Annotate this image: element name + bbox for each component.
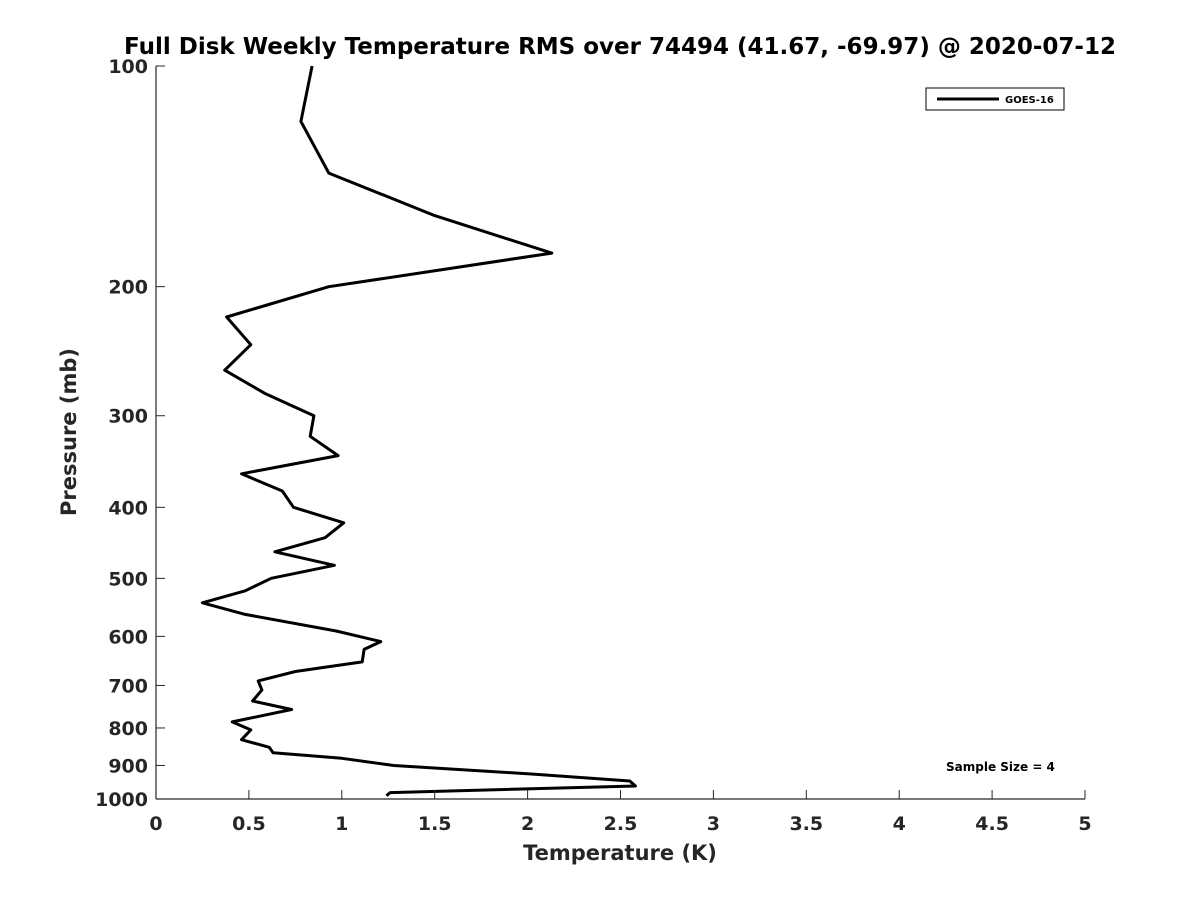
chart-title: Full Disk Weekly Temperature RMS over 74… (124, 34, 1116, 60)
plot-area (200, 65, 637, 797)
series-line-goes-16 (200, 65, 637, 797)
x-tick-label: 1 (335, 813, 348, 835)
y-tick-label: 200 (108, 277, 148, 299)
x-tick-label: 1.5 (418, 813, 452, 835)
x-tick-label: 0.5 (232, 813, 266, 835)
legend-label-goes-16: GOES-16 (1005, 95, 1054, 106)
legend: GOES-16 (925, 87, 1065, 111)
y-tick-label: 100 (108, 56, 148, 78)
sample-size-annotation: Sample Size = 4 (946, 760, 1055, 774)
y-tick-label: 700 (108, 675, 148, 697)
y-tick-label: 900 (108, 755, 148, 777)
y-axis-label: Pressure (mb) (57, 348, 81, 516)
x-axis-label: Temperature (K) (523, 841, 717, 865)
axes: 0 0.5 1 1.5 2 2.5 3 3.5 4 4.5 5 100 200 300 400 500 600 7… (95, 56, 1092, 835)
x-tick-label: 3 (707, 813, 720, 835)
x-tick-label: 2 (521, 813, 534, 835)
y-tick-label: 400 (108, 497, 148, 519)
y-tick-label: 500 (108, 568, 148, 590)
x-tick-label: 0 (149, 813, 162, 835)
x-tick-label: 3.5 (789, 813, 823, 835)
x-tick-label: 4 (893, 813, 906, 835)
x-tick-label: 2.5 (604, 813, 638, 835)
y-tick-label: 600 (108, 626, 148, 648)
y-tick-label: 300 (108, 406, 148, 428)
x-tick-label: 5 (1078, 813, 1091, 835)
y-tick-label: 800 (108, 718, 148, 740)
y-tick-label: 1000 (95, 789, 148, 811)
x-tick-label: 4.5 (975, 813, 1009, 835)
